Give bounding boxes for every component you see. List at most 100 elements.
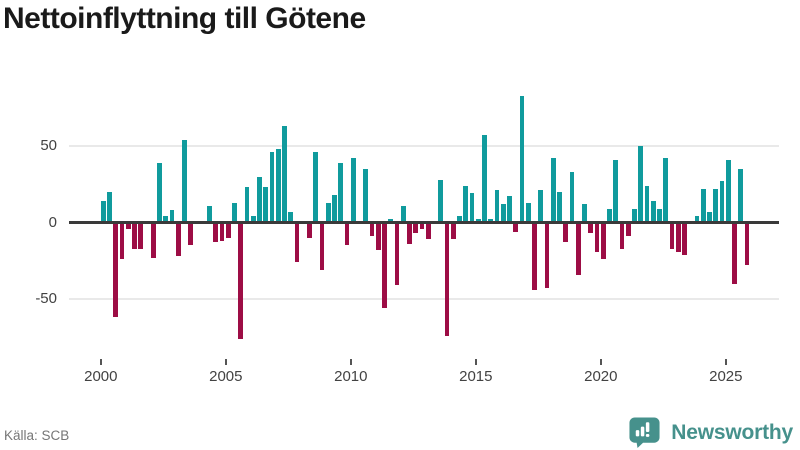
x-axis-label: 2015 — [459, 368, 493, 385]
bar-negative — [513, 222, 519, 232]
bar-negative — [407, 222, 412, 244]
bar-positive — [157, 162, 162, 223]
bar-positive — [500, 204, 506, 223]
zero-axis-line — [69, 221, 779, 224]
newsworthy-logo[interactable]: Newsworthy — [628, 416, 793, 449]
x-tick-mark — [225, 359, 227, 365]
bar-positive — [638, 146, 644, 223]
bar-positive — [244, 187, 250, 223]
newsworthy-logo-icon — [629, 417, 660, 449]
bar-positive — [719, 181, 725, 223]
bar-negative — [394, 222, 400, 286]
bar-positive — [557, 191, 562, 223]
x-axis-label: 2020 — [584, 368, 618, 385]
bar-negative — [344, 222, 350, 246]
bar-positive — [388, 219, 394, 223]
bar-negative — [319, 222, 325, 270]
bar-negative — [125, 222, 131, 229]
bar-positive — [288, 211, 294, 223]
bar-positive — [494, 190, 500, 223]
bar-positive — [713, 188, 719, 223]
bar-negative — [544, 222, 550, 289]
bar-positive — [269, 152, 275, 223]
bar-negative — [682, 222, 687, 255]
bar-positive — [663, 158, 669, 223]
bar-positive — [694, 216, 700, 223]
bar-positive — [457, 216, 462, 223]
bar-positive — [250, 216, 256, 223]
bar-negative — [594, 222, 600, 252]
x-axis-label: 2000 — [84, 368, 118, 385]
bar-negative — [450, 222, 456, 240]
x-axis-label: 2025 — [709, 368, 743, 385]
bar-negative — [444, 222, 450, 336]
bar-positive — [482, 135, 487, 223]
bar-positive — [107, 191, 112, 223]
x-axis-label: 2010 — [334, 368, 368, 385]
bar-positive — [263, 187, 269, 223]
bar-negative — [744, 222, 750, 266]
bar-positive — [632, 208, 637, 223]
bar-negative — [600, 222, 606, 260]
bar-positive — [707, 211, 712, 223]
y-axis-label: 0 — [48, 213, 57, 231]
bar-positive — [569, 172, 575, 223]
chart-title: Nettoinflyttning till Götene — [3, 2, 366, 35]
bar-positive — [207, 205, 212, 223]
bar-negative — [219, 222, 225, 241]
bar-positive — [400, 205, 406, 223]
bar-positive — [463, 185, 469, 223]
bar-negative — [369, 222, 375, 237]
x-tick-mark — [350, 359, 352, 365]
bar-positive — [163, 216, 169, 223]
source-label: Källa: SCB — [4, 428, 70, 443]
bar-positive — [282, 126, 287, 223]
bar-positive — [507, 196, 512, 223]
bar-negative — [575, 222, 581, 275]
bar-positive — [644, 185, 650, 223]
bar-positive — [657, 208, 662, 223]
bar-positive — [525, 202, 531, 223]
bar-positive — [332, 194, 337, 223]
bar-negative — [532, 222, 537, 290]
bar-negative — [213, 222, 219, 243]
bar-negative — [175, 222, 181, 257]
x-tick-mark — [600, 359, 602, 365]
bar-negative — [619, 222, 625, 249]
y-axis-label: -50 — [35, 290, 57, 307]
bar-positive — [350, 158, 356, 223]
bar-positive — [607, 208, 612, 223]
bar-positive — [738, 168, 744, 223]
bar-positive — [257, 176, 262, 223]
bar-positive — [275, 149, 281, 223]
bar-positive — [488, 219, 494, 223]
bar-positive — [550, 158, 556, 223]
bar-positive — [169, 210, 175, 223]
bar-negative — [413, 222, 419, 234]
bar-positive — [438, 179, 444, 223]
gridline — [69, 145, 779, 147]
bar-negative — [225, 222, 231, 238]
x-tick-mark — [475, 359, 477, 365]
y-axis-label: 50 — [40, 137, 57, 154]
bar-negative — [732, 222, 737, 284]
bar-negative — [188, 222, 194, 246]
bar-negative — [138, 222, 144, 249]
bar-negative — [238, 222, 244, 339]
bar-positive — [475, 219, 481, 223]
gridline — [69, 298, 779, 300]
bar-positive — [650, 201, 656, 223]
bar-positive — [232, 202, 237, 223]
bar-positive — [613, 159, 619, 223]
bar-negative — [150, 222, 156, 258]
bar-positive — [338, 162, 344, 223]
bar-negative — [113, 222, 119, 318]
bar-negative — [669, 222, 675, 249]
bar-negative — [119, 222, 125, 260]
bar-positive — [582, 204, 587, 223]
bar-negative — [425, 222, 431, 240]
bar-negative — [375, 222, 381, 251]
bar-positive — [700, 188, 706, 223]
bar-positive — [725, 159, 731, 223]
